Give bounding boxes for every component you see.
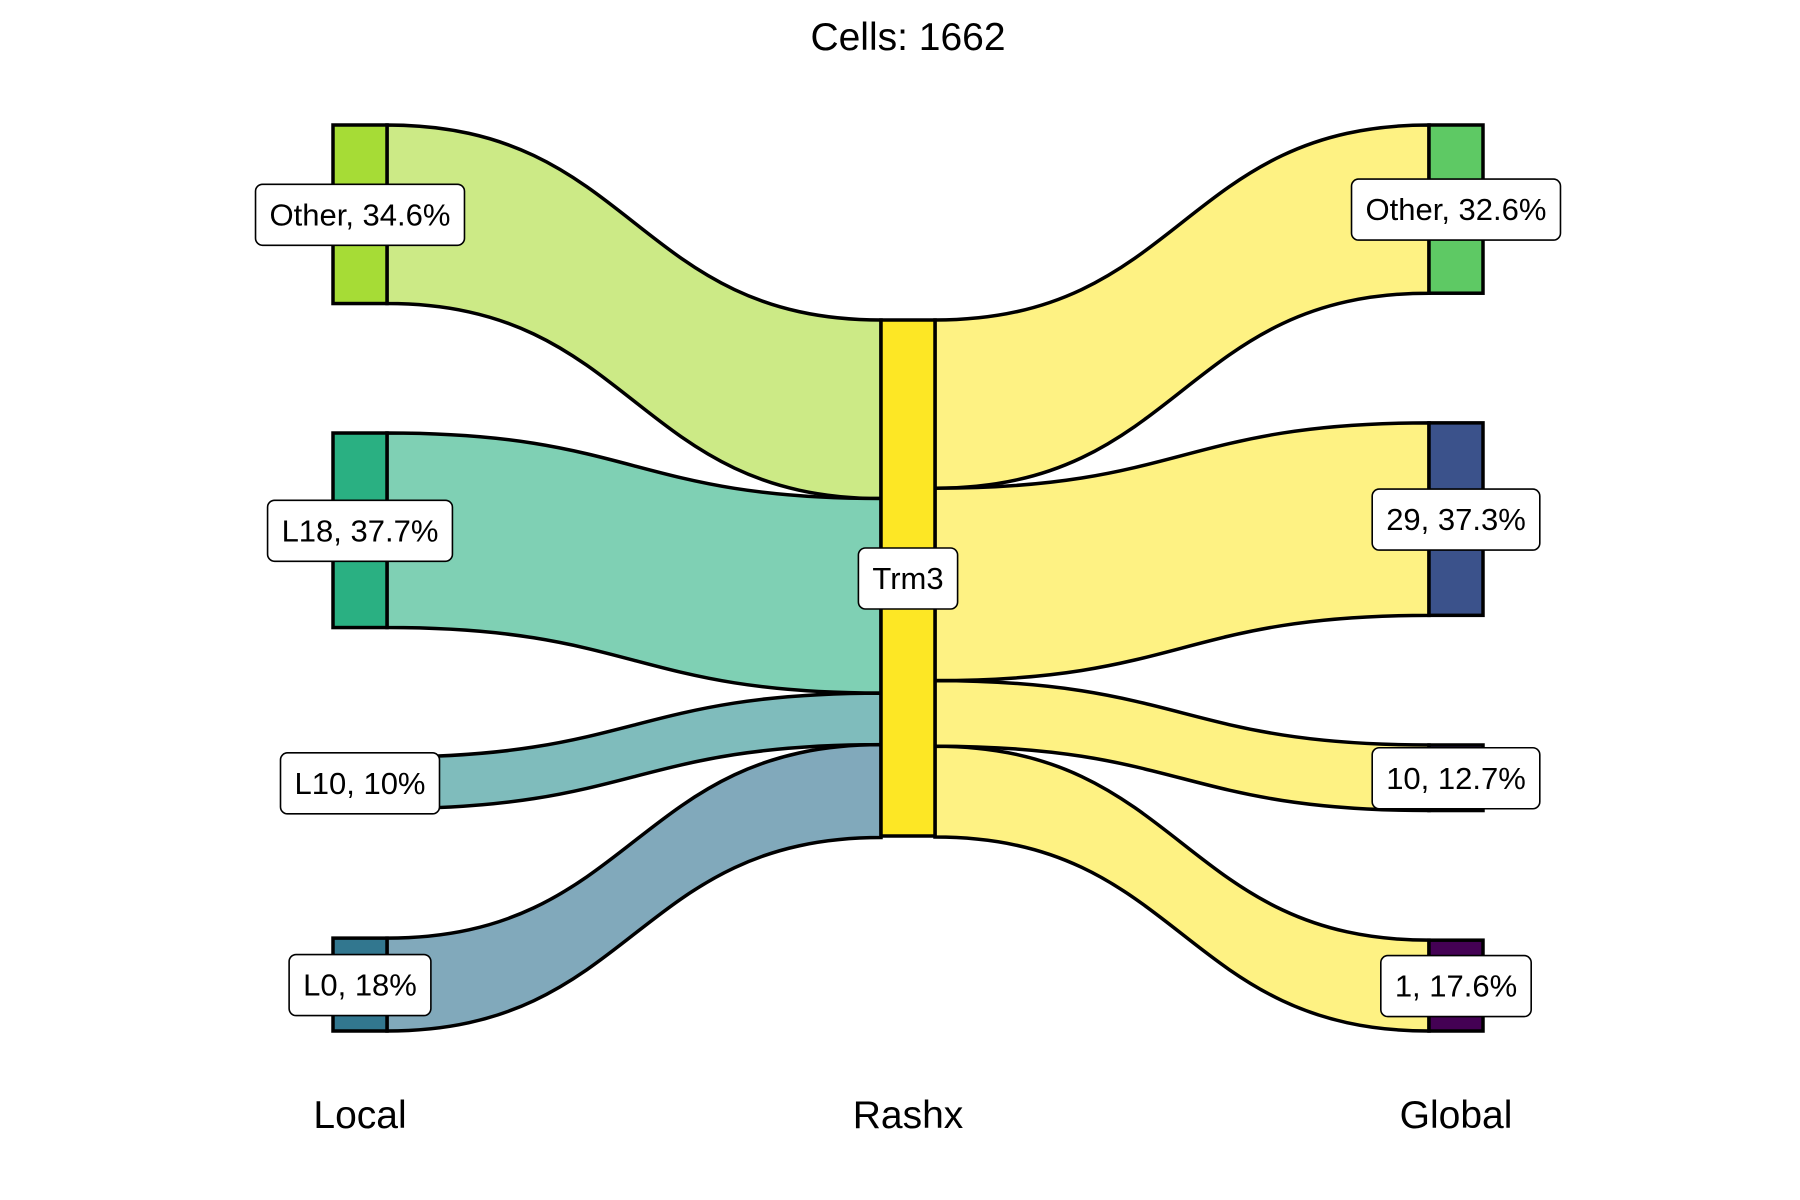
- label-box: [279, 752, 441, 815]
- label-text-29-37-3: 29, 37.3%: [1386, 502, 1526, 537]
- label-box: [266, 499, 454, 563]
- chart-title: Cells: 1662: [810, 16, 1005, 59]
- label-box: [288, 953, 432, 1017]
- label-box: [857, 547, 959, 610]
- node-label-l10: L10, 10%: [279, 752, 441, 815]
- axis-labels: Local Rashx Global: [313, 1094, 1512, 1137]
- flows-layer: [385, 123, 1431, 1033]
- node-label-l0: L0, 18%: [288, 953, 432, 1017]
- label-text-other-34-6: Other, 34.6%: [270, 197, 451, 232]
- labels-layer: Other, 34.6% L18, 37.7% L10, 10% L0, 18% Trm…: [254, 178, 1562, 1018]
- label-text-1-17-6: 1, 17.6%: [1395, 969, 1517, 1004]
- label-text-l10-10: L10, 10%: [295, 766, 426, 801]
- label-text-10-12-7: 10, 12.7%: [1386, 761, 1526, 796]
- axis-label-rashx: Rashx: [853, 1094, 964, 1137]
- label-text-l18-37-7: L18, 37.7%: [282, 513, 439, 548]
- node-label-other_l: Other, 34.6%: [254, 183, 466, 247]
- label-box: [1350, 178, 1562, 241]
- label-box: [1380, 954, 1532, 1018]
- axis-label-global: Global: [1400, 1094, 1513, 1137]
- label-text-l0-18: L0, 18%: [303, 968, 417, 1003]
- label-text-other-32-6: Other, 32.6%: [1366, 192, 1547, 227]
- node-label-g10: 10, 12.7%: [1371, 746, 1541, 810]
- axis-label-local: Local: [313, 1094, 406, 1137]
- node-label-l18: L18, 37.7%: [266, 499, 454, 563]
- label-box: [1371, 488, 1541, 551]
- node-label-other_g: Other, 32.6%: [1350, 178, 1562, 241]
- label-box: [254, 183, 466, 247]
- label-box: [1371, 746, 1541, 810]
- node-label-g1: 1, 17.6%: [1380, 954, 1532, 1018]
- node-label-g29: 29, 37.3%: [1371, 488, 1541, 551]
- label-text-trm3: Trm3: [872, 561, 943, 596]
- node-label-trm3: Trm3: [857, 547, 959, 610]
